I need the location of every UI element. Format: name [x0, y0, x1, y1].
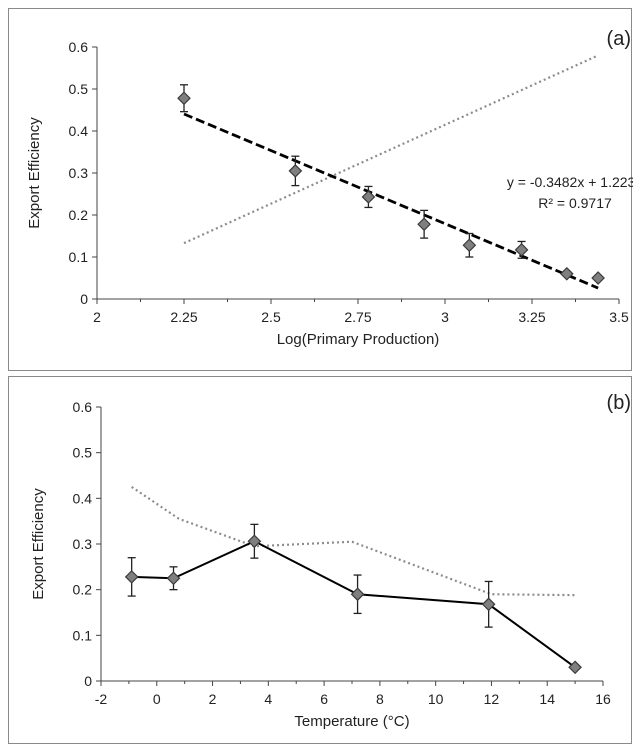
x-tick-label: 2 — [209, 691, 217, 707]
panel-label: (b) — [607, 392, 631, 414]
data-point — [288, 164, 303, 178]
data-point — [124, 570, 139, 584]
y-tick-label: 0.3 — [73, 536, 93, 552]
x-tick-label: 8 — [376, 691, 384, 707]
x-tick-label: 10 — [428, 691, 444, 707]
y-tick-label: 0.4 — [73, 490, 93, 506]
x-tick-label: 14 — [539, 691, 555, 707]
y-tick-label: 0 — [84, 673, 92, 689]
data-point — [591, 271, 605, 285]
data-point — [177, 91, 191, 106]
chart-panel-b: 0 0.1 0.2 0.3 0.4 0.5 0.6 -2 0 2 4 6 8 10 12 14 16 Temper… — [8, 376, 632, 744]
data-point — [514, 243, 529, 257]
y-tick-label: 0 — [80, 291, 88, 307]
y-tick-label: 0.3 — [69, 165, 89, 181]
data-point — [166, 571, 181, 586]
data-point — [247, 534, 262, 549]
y-tick-label: 0.6 — [69, 39, 89, 55]
x-tick-label: 6 — [320, 691, 328, 707]
data-point — [462, 238, 477, 253]
y-tick-label: 0.6 — [73, 399, 93, 415]
data-point — [568, 660, 582, 675]
chart-panel-a: 0 0.1 0.2 0.3 0.4 0.5 0.6 2 2.25 2.5 2.75 3 3.25 3.5 L… — [8, 8, 633, 371]
x-tick-label: 3.25 — [518, 309, 545, 325]
x-axis-label: Log(Primary Production) — [277, 331, 440, 348]
data-point — [559, 266, 574, 281]
panel-label: (a) — [607, 28, 631, 50]
linear-trendline — [183, 112, 599, 290]
y-tick-label: 0.5 — [69, 81, 89, 97]
x-tick-label: 0 — [153, 691, 161, 707]
y-tick-label: 0.5 — [73, 445, 93, 461]
y-axis-label: Export Efficiency — [30, 488, 47, 600]
data-point — [481, 597, 496, 612]
x-tick-label: 4 — [264, 691, 272, 707]
chart-a: 0 0.1 0.2 0.3 0.4 0.5 0.6 2 2.25 2.5 2.75 3 3.25 3.5 L… — [26, 28, 633, 348]
x-axis-label: Temperature (°C) — [294, 713, 409, 730]
y-tick-label: 0.4 — [69, 123, 89, 139]
x-tick-label: 3.5 — [609, 309, 629, 325]
x-tick-label: 12 — [484, 691, 500, 707]
dotted-series-line — [183, 54, 599, 245]
x-tick-label: 16 — [595, 691, 611, 707]
x-tick-label: -2 — [95, 691, 108, 707]
r-squared-label: R² = 0.9717 — [538, 195, 612, 211]
x-tick-label: 2 — [93, 309, 101, 325]
x-tick-label: 2.75 — [344, 309, 371, 325]
data-point — [361, 190, 376, 204]
y-tick-label: 0.2 — [69, 207, 89, 223]
regression-equation: y = -0.3482x + 1.2239 — [507, 174, 633, 190]
y-tick-label: 0.1 — [69, 249, 89, 265]
chart-b: 00.10.20.30.40.50.6-2 0 2 4 6 8 10 12 14 16Temper… — [30, 392, 631, 730]
y-axis-label: Export Efficiency — [26, 117, 43, 229]
data-point — [350, 587, 365, 602]
data-series-line — [131, 540, 576, 669]
data-point — [417, 217, 431, 232]
y-tick-label: 0.2 — [73, 582, 93, 598]
x-tick-label: 3 — [441, 309, 449, 325]
dotted-series-line — [131, 486, 576, 597]
x-tick-label: 2.5 — [261, 309, 281, 325]
y-tick-label: 0.1 — [73, 627, 93, 643]
x-tick-label: 2.25 — [170, 309, 197, 325]
